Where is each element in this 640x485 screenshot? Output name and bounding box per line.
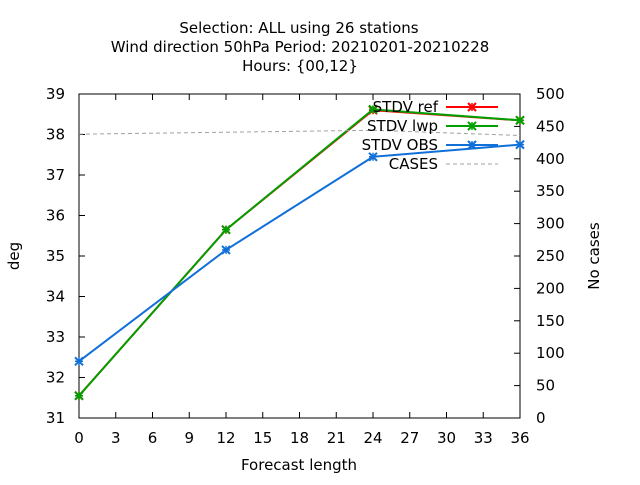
y-tick-label: 32 xyxy=(46,369,65,387)
y2-tick-label: 450 xyxy=(536,117,565,135)
point-stdv-lwp xyxy=(74,391,84,401)
y2-tick-label: 0 xyxy=(536,409,546,427)
point-stdv-lwp xyxy=(515,115,525,126)
x-tick-label: 36 xyxy=(510,429,529,447)
y2-tick-label: 200 xyxy=(536,279,565,297)
title-line-1: Selection: ALL using 26 stations xyxy=(179,19,418,37)
title-line-2: Wind direction 50hPa Period: 20210201-20… xyxy=(111,38,490,56)
point-stdv-obs xyxy=(515,139,525,150)
x-tick-label: 9 xyxy=(184,429,194,447)
legend-label-stdv-lwp: STDV lwp xyxy=(367,117,438,135)
y2-tick-label: 150 xyxy=(536,312,565,330)
x-tick-label: 18 xyxy=(290,429,309,447)
y2-axis-label: No cases xyxy=(585,222,603,290)
x-tick-label: 33 xyxy=(474,429,493,447)
x-tick-label: 15 xyxy=(253,429,272,447)
y-tick-label: 36 xyxy=(46,207,65,225)
point-stdv-lwp xyxy=(221,224,231,235)
point-stdv-lwp xyxy=(368,104,378,115)
series-line-stdv-lwp xyxy=(78,108,521,397)
legend-label-cases: CASES xyxy=(389,155,438,173)
y2-tick-label: 300 xyxy=(536,215,565,233)
legend-marker-stdv-ref xyxy=(467,102,477,112)
y-axis-label: deg xyxy=(5,242,23,270)
x-tick-label: 0 xyxy=(74,429,84,447)
legend-label-stdv-ref: STDV ref xyxy=(373,98,439,116)
y2-tick-label: 350 xyxy=(536,182,565,200)
y2-tick-label: 50 xyxy=(536,377,555,395)
y-tick-label: 37 xyxy=(46,166,65,184)
y2-axis: 0 50 100 150 200 250 300 350 400 450 500 xyxy=(514,85,565,427)
x-tick-label: 24 xyxy=(363,429,382,447)
y-tick-label: 39 xyxy=(46,85,65,103)
legend-marker-stdv-lwp xyxy=(467,121,477,131)
y2-tick-label: 250 xyxy=(536,247,565,265)
series-line-cases xyxy=(78,129,521,136)
series-line-stdv-obs xyxy=(78,143,521,363)
legend-marker-stdv-obs xyxy=(467,140,477,150)
x-tick-label: 3 xyxy=(111,429,121,447)
x-tick-label: 6 xyxy=(148,429,158,447)
y2-tick-label: 100 xyxy=(536,344,565,362)
y-tick-label: 35 xyxy=(46,247,65,265)
x-tick-label: 12 xyxy=(216,429,235,447)
point-stdv-obs xyxy=(74,356,84,367)
chart-title: Selection: ALL using 26 stations Wind di… xyxy=(111,19,490,75)
y-tick-label: 31 xyxy=(46,409,65,427)
series-layer xyxy=(74,104,525,401)
point-stdv-obs xyxy=(368,152,378,162)
y-axis: 31 32 33 34 35 36 37 38 39 xyxy=(46,85,85,427)
y2-tick-label: 500 xyxy=(536,85,565,103)
point-stdv-obs xyxy=(221,245,231,255)
y-tick-label: 33 xyxy=(46,328,65,346)
y2-tick-label: 400 xyxy=(536,150,565,168)
series-line-stdv-ref xyxy=(78,109,521,397)
title-line-3: Hours: {00,12} xyxy=(242,57,358,75)
x-tick-label: 21 xyxy=(327,429,346,447)
x-tick-label: 30 xyxy=(437,429,456,447)
x-axis-label: Forecast length xyxy=(241,456,357,474)
y-tick-label: 34 xyxy=(46,288,65,306)
x-tick-label: 27 xyxy=(400,429,419,447)
legend-label-stdv-obs: STDV OBS xyxy=(362,136,438,154)
plot-frame xyxy=(78,93,521,419)
y-tick-label: 38 xyxy=(46,126,65,144)
x-axis: 0 3 6 9 12 15 18 21 24 27 30 33 36 xyxy=(74,94,530,447)
